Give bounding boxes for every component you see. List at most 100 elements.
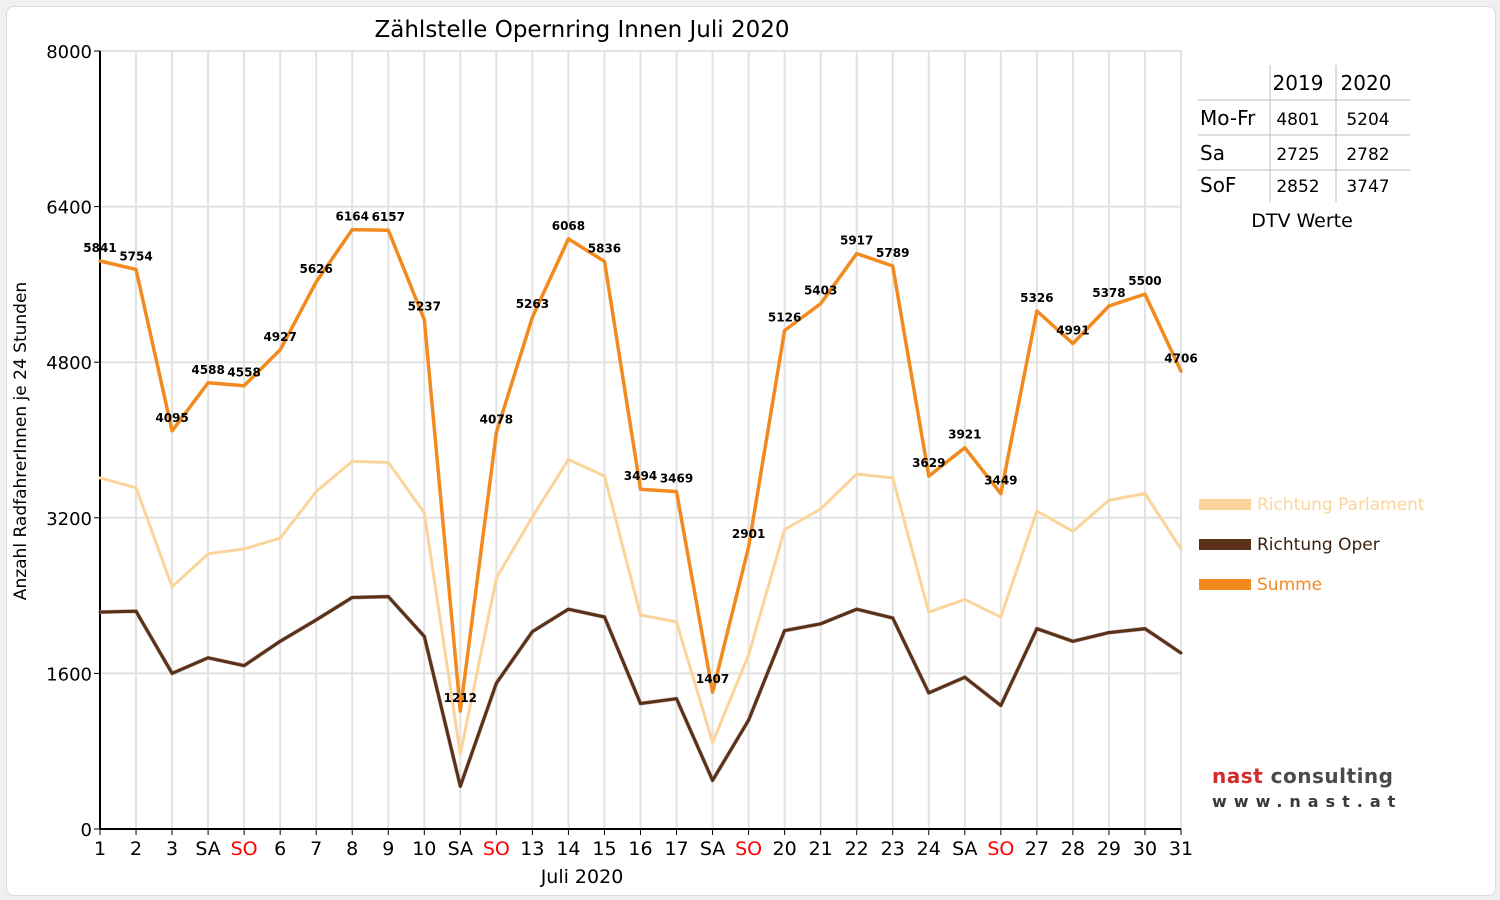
- legend-swatch-parlament: [1199, 499, 1251, 510]
- dtv-col-2020: 2020: [1341, 71, 1392, 95]
- data-point: [566, 607, 570, 611]
- data-point: [927, 610, 931, 614]
- logo-brand: nast consulting: [1212, 764, 1394, 788]
- data-point: [1035, 627, 1039, 631]
- data-point: [819, 622, 823, 626]
- dtv-cell: 5204: [1346, 110, 1389, 130]
- x-tick-label: 29: [1097, 838, 1121, 860]
- x-tick-label: SO: [231, 838, 258, 860]
- dtv-cell: 2782: [1346, 145, 1389, 165]
- data-point: [927, 691, 931, 695]
- data-point: [602, 259, 606, 263]
- x-tick-label: 14: [556, 838, 580, 860]
- data-point: [747, 653, 751, 657]
- data-point: [242, 664, 246, 668]
- legend-label-oper: Richtung Oper: [1257, 535, 1380, 555]
- dtv-row-label: Sa: [1200, 141, 1225, 165]
- data-point: [530, 630, 534, 634]
- data-point: [783, 629, 787, 633]
- data-label: 5789: [876, 246, 909, 260]
- data-point: [386, 228, 390, 232]
- data-point: [458, 709, 462, 713]
- data-point: [891, 616, 895, 620]
- data-label: 5917: [840, 234, 873, 248]
- x-tick-label: SO: [987, 838, 1014, 860]
- y-axis-title: Anzahl RadfahrerInnen je 24 Stunden: [11, 282, 31, 600]
- x-tick-label: 23: [881, 838, 905, 860]
- x-tick-label: 17: [664, 838, 688, 860]
- data-point: [98, 476, 102, 480]
- x-tick-label: 21: [809, 838, 833, 860]
- dtv-row-label: Mo-Fr: [1200, 106, 1256, 130]
- data-point: [747, 718, 751, 722]
- y-tick-label: 3200: [46, 509, 92, 530]
- x-tick-label: 13: [520, 838, 544, 860]
- data-point: [206, 656, 210, 660]
- data-point: [711, 778, 715, 782]
- data-point: [494, 430, 498, 434]
- data-point: [134, 486, 138, 490]
- x-tick-label: 28: [1061, 838, 1085, 860]
- data-point: [314, 490, 318, 494]
- x-tick-label: SA: [952, 838, 977, 860]
- data-point: [963, 675, 967, 679]
- dtv-table: 2019 2020 Mo-Fr 4801 5204 Sa 2725 2782 S…: [1198, 65, 1410, 232]
- x-tick-label: 3: [166, 838, 178, 860]
- x-tick-label: 31: [1169, 838, 1193, 860]
- data-point: [891, 476, 895, 480]
- chart-frame: [6, 6, 1496, 896]
- data-label: 5126: [768, 310, 801, 324]
- x-tick-label: 6: [274, 838, 286, 860]
- data-point: [1071, 529, 1075, 533]
- dtv-cell: 4801: [1276, 110, 1319, 130]
- data-point: [999, 615, 1003, 619]
- data-point: [314, 618, 318, 622]
- data-point: [530, 515, 534, 519]
- x-axis-title: Juli 2020: [540, 866, 624, 888]
- data-point: [639, 487, 642, 491]
- x-tick-label: SO: [483, 838, 510, 860]
- data-label: 6157: [372, 210, 405, 224]
- data-point: [134, 609, 138, 613]
- data-point: [314, 280, 318, 284]
- data-point: [1071, 639, 1075, 643]
- data-point: [278, 536, 282, 540]
- x-tick-label: 8: [346, 838, 358, 860]
- data-point: [639, 613, 642, 617]
- x-tick-label: 27: [1025, 838, 1049, 860]
- data-point: [1107, 498, 1111, 502]
- data-point: [1071, 342, 1075, 346]
- data-point: [675, 697, 679, 701]
- data-point: [494, 576, 498, 580]
- x-tick-label: 16: [628, 838, 652, 860]
- data-point: [1143, 627, 1147, 631]
- y-tick-label: 0: [81, 820, 92, 841]
- data-label: 1407: [696, 672, 729, 686]
- data-label: 5237: [408, 300, 441, 314]
- data-label: 4095: [155, 411, 188, 425]
- data-point: [1107, 304, 1111, 308]
- data-point: [422, 511, 426, 515]
- series-lines: [98, 227, 1183, 789]
- data-label: 5841: [83, 241, 116, 255]
- data-label: 3629: [912, 456, 945, 470]
- data-point: [855, 472, 859, 476]
- y-tick-label: 1600: [46, 664, 92, 685]
- data-label: 3921: [948, 428, 981, 442]
- data-point: [242, 384, 246, 388]
- data-label: 4588: [191, 363, 224, 377]
- data-point: [819, 507, 823, 511]
- y-tick-label: 6400: [46, 198, 92, 219]
- data-label: 5403: [804, 284, 837, 298]
- data-point: [170, 671, 174, 675]
- data-point: [602, 615, 606, 619]
- legend-label-parlament: Richtung Parlament: [1257, 495, 1425, 515]
- x-tick-label: 7: [310, 838, 322, 860]
- data-point: [422, 634, 426, 638]
- data-label: 4991: [1056, 324, 1089, 338]
- data-point: [927, 474, 931, 478]
- data-label: 5626: [299, 262, 332, 276]
- data-label: 4927: [263, 330, 296, 344]
- data-point: [1179, 547, 1183, 551]
